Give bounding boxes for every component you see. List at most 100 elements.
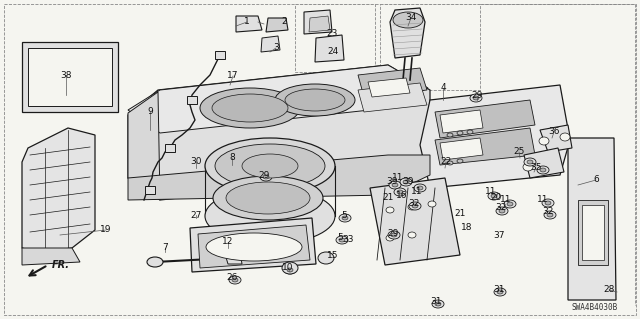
Polygon shape	[22, 42, 118, 112]
Ellipse shape	[205, 138, 335, 194]
Text: 38: 38	[60, 70, 72, 79]
Ellipse shape	[491, 194, 497, 198]
Text: 17: 17	[227, 71, 239, 80]
Ellipse shape	[457, 131, 463, 135]
Text: 19: 19	[100, 226, 112, 234]
Ellipse shape	[242, 154, 298, 178]
Polygon shape	[187, 96, 197, 104]
Text: 7: 7	[162, 243, 168, 253]
Ellipse shape	[545, 201, 551, 205]
Ellipse shape	[435, 302, 441, 306]
Polygon shape	[370, 178, 460, 265]
Text: 23: 23	[326, 29, 338, 39]
Text: 11: 11	[537, 196, 548, 204]
Text: 5: 5	[341, 211, 347, 219]
Text: 12: 12	[222, 238, 234, 247]
Ellipse shape	[504, 200, 516, 208]
Ellipse shape	[497, 290, 503, 294]
Polygon shape	[368, 78, 410, 97]
Text: 21: 21	[454, 210, 466, 219]
Polygon shape	[236, 16, 262, 32]
Text: 36: 36	[548, 128, 560, 137]
Ellipse shape	[412, 204, 418, 208]
Polygon shape	[198, 225, 310, 268]
Polygon shape	[225, 252, 242, 264]
Ellipse shape	[542, 199, 554, 207]
Text: 39: 39	[387, 177, 397, 187]
Text: 2: 2	[281, 18, 287, 26]
Ellipse shape	[408, 204, 416, 210]
Ellipse shape	[284, 266, 296, 274]
Text: 31: 31	[430, 298, 442, 307]
Ellipse shape	[432, 300, 444, 308]
Ellipse shape	[527, 160, 533, 164]
Polygon shape	[128, 92, 160, 200]
Text: 11: 11	[485, 188, 497, 197]
Polygon shape	[266, 18, 288, 32]
Polygon shape	[420, 85, 570, 188]
Ellipse shape	[389, 181, 401, 189]
Polygon shape	[435, 128, 535, 165]
Ellipse shape	[537, 166, 549, 174]
Polygon shape	[22, 128, 95, 252]
Polygon shape	[582, 205, 604, 260]
Ellipse shape	[339, 238, 345, 242]
Ellipse shape	[400, 178, 412, 186]
Ellipse shape	[394, 188, 406, 196]
Text: 29: 29	[387, 229, 399, 239]
Text: 21: 21	[382, 194, 394, 203]
Text: 4: 4	[440, 84, 446, 93]
Ellipse shape	[260, 173, 272, 181]
Polygon shape	[128, 65, 430, 200]
Polygon shape	[540, 125, 572, 152]
Ellipse shape	[213, 176, 323, 220]
Text: 11: 11	[500, 196, 512, 204]
Polygon shape	[22, 248, 80, 265]
Polygon shape	[128, 155, 430, 200]
Ellipse shape	[392, 183, 398, 187]
Ellipse shape	[488, 192, 500, 200]
Ellipse shape	[232, 278, 238, 282]
Polygon shape	[440, 138, 483, 160]
Text: SWA4B4030B: SWA4B4030B	[572, 303, 618, 313]
Polygon shape	[358, 83, 427, 112]
Text: 37: 37	[493, 232, 505, 241]
Ellipse shape	[229, 276, 241, 284]
Polygon shape	[568, 138, 616, 300]
Ellipse shape	[282, 262, 298, 274]
Text: 31: 31	[493, 285, 505, 293]
Ellipse shape	[496, 207, 508, 215]
Ellipse shape	[397, 190, 403, 194]
Ellipse shape	[409, 202, 421, 210]
Ellipse shape	[417, 186, 423, 190]
Ellipse shape	[467, 130, 473, 134]
Ellipse shape	[544, 211, 556, 219]
Ellipse shape	[386, 207, 394, 213]
Text: 26: 26	[227, 272, 237, 281]
Text: 22: 22	[440, 158, 452, 167]
Text: 15: 15	[327, 251, 339, 261]
Polygon shape	[165, 144, 175, 152]
Ellipse shape	[212, 94, 288, 122]
Ellipse shape	[393, 12, 423, 28]
Text: 18: 18	[461, 224, 473, 233]
Ellipse shape	[215, 144, 325, 188]
Text: FR.: FR.	[52, 260, 70, 270]
Text: 32: 32	[542, 207, 554, 217]
Ellipse shape	[447, 161, 453, 165]
Polygon shape	[315, 35, 344, 62]
Polygon shape	[390, 8, 425, 58]
Ellipse shape	[147, 257, 163, 267]
Ellipse shape	[336, 236, 348, 244]
Polygon shape	[578, 200, 608, 265]
Ellipse shape	[339, 214, 351, 222]
Ellipse shape	[318, 252, 334, 264]
Ellipse shape	[494, 288, 506, 296]
Ellipse shape	[285, 89, 345, 111]
Polygon shape	[435, 100, 535, 138]
Polygon shape	[28, 48, 112, 106]
Text: 29: 29	[471, 92, 483, 100]
Ellipse shape	[560, 133, 570, 141]
Text: 5: 5	[337, 233, 343, 241]
Ellipse shape	[205, 188, 335, 244]
